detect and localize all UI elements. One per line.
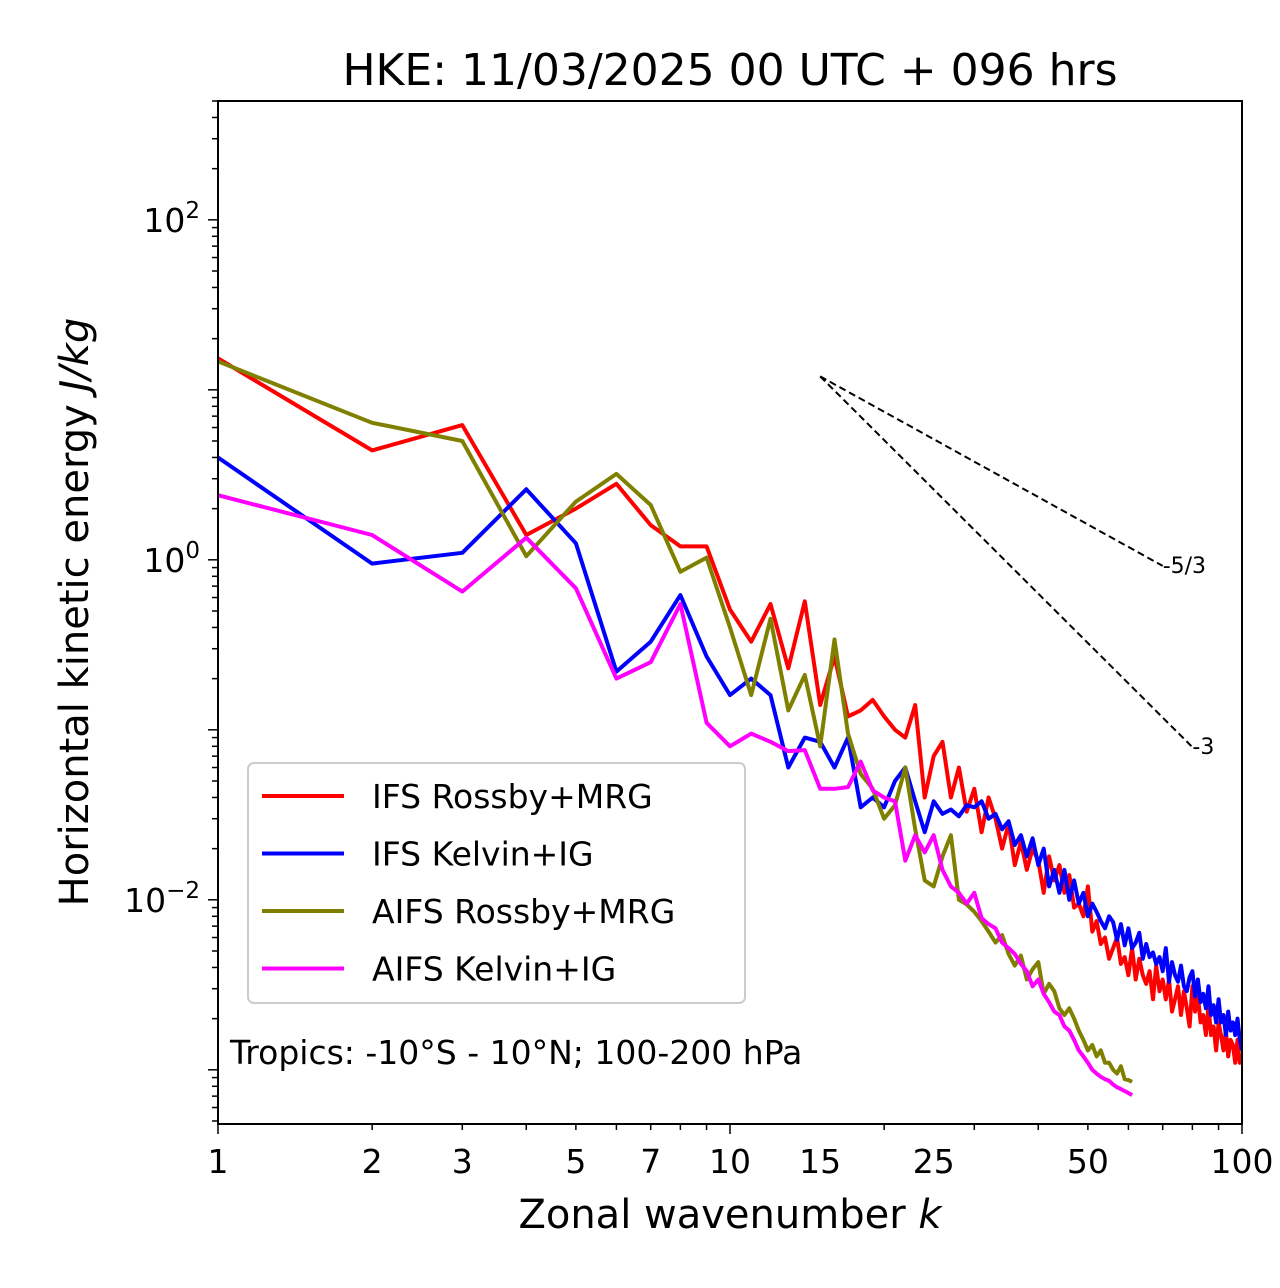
x-tick-label: 15 xyxy=(799,1142,841,1181)
x-tick-label: 50 xyxy=(1067,1142,1109,1181)
x-tick-label: 25 xyxy=(913,1142,955,1181)
legend-label-0: IFS Rossby+MRG xyxy=(372,777,653,816)
x-axis-label: Zonal wavenumber k xyxy=(518,1192,943,1238)
legend: IFS Rossby+MRG IFS Kelvin+IG AIFS Rossby+M… xyxy=(247,762,746,1004)
series-line-3 xyxy=(218,493,1134,1097)
legend-label-2: AIFS Rossby+MRG xyxy=(372,892,675,931)
region-annotation: Tropics: -10°S - 10°N; 100-200 hPa xyxy=(229,1033,802,1072)
x-tick-label: 1 xyxy=(208,1142,229,1181)
y-tick-label: 10−2 xyxy=(124,878,200,920)
x-tick-label: 2 xyxy=(362,1142,383,1181)
legend-box xyxy=(247,762,746,1004)
x-tick-label: 5 xyxy=(565,1142,586,1181)
x-tick-label: 3 xyxy=(452,1142,473,1181)
series-layer xyxy=(218,356,1242,1097)
chart-title: HKE: 11/03/2025 00 UTC + 096 hrs xyxy=(342,45,1117,96)
series-line-2 xyxy=(218,359,1133,1084)
reference-label-1: -3 xyxy=(1192,735,1214,760)
reference-label-0: -5/3 xyxy=(1163,554,1206,579)
x-tick-label: 7 xyxy=(640,1142,661,1181)
plot-frame xyxy=(217,100,1243,1125)
y-tick-label: 102 xyxy=(143,198,200,240)
legend-label-1: IFS Kelvin+IG xyxy=(372,835,594,874)
x-axis-ticks: 1 2 3 5 7 10 15 25 50 100 xyxy=(208,1124,1274,1181)
y-axis-ticks: 102 100 10−2 xyxy=(124,100,218,1122)
y-axis-label: Horizontal kinetic energy J/kg xyxy=(52,318,98,907)
reference-slopes: -5/3 -3 xyxy=(819,375,1214,760)
x-tick-label: 10 xyxy=(709,1142,751,1181)
y-tick-label: 100 xyxy=(143,538,200,580)
legend-label-3: AIFS Kelvin+IG xyxy=(372,950,616,989)
x-tick-label: 100 xyxy=(1211,1142,1274,1181)
